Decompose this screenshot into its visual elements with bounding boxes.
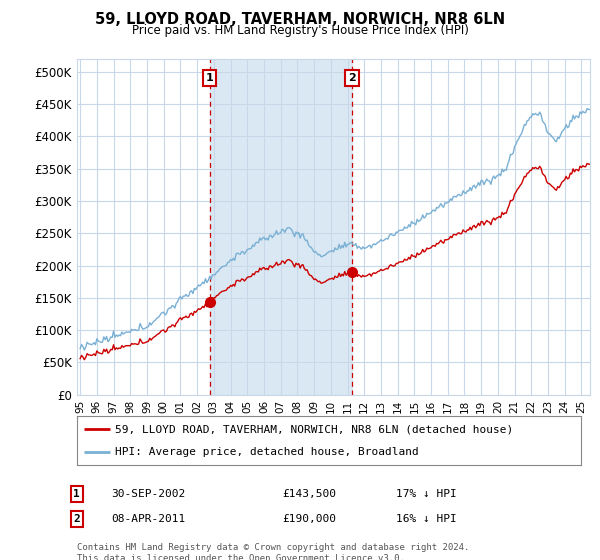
Bar bbox=[209, 59, 352, 395]
Text: 59, LLOYD ROAD, TAVERHAM, NORWICH, NR8 6LN: 59, LLOYD ROAD, TAVERHAM, NORWICH, NR8 6… bbox=[95, 12, 505, 27]
Text: £143,500: £143,500 bbox=[282, 489, 336, 499]
Text: 59, LLOYD ROAD, TAVERHAM, NORWICH, NR8 6LN (detached house): 59, LLOYD ROAD, TAVERHAM, NORWICH, NR8 6… bbox=[115, 424, 513, 435]
Text: Price paid vs. HM Land Registry's House Price Index (HPI): Price paid vs. HM Land Registry's House … bbox=[131, 24, 469, 37]
Text: HPI: Average price, detached house, Broadland: HPI: Average price, detached house, Broa… bbox=[115, 447, 418, 458]
Text: 1: 1 bbox=[73, 489, 80, 499]
Text: Contains HM Land Registry data © Crown copyright and database right 2024.
This d: Contains HM Land Registry data © Crown c… bbox=[77, 543, 469, 560]
Text: 16% ↓ HPI: 16% ↓ HPI bbox=[396, 514, 457, 524]
Text: 08-APR-2011: 08-APR-2011 bbox=[111, 514, 185, 524]
Text: £190,000: £190,000 bbox=[282, 514, 336, 524]
Text: 1: 1 bbox=[206, 73, 214, 83]
Text: 2: 2 bbox=[348, 73, 356, 83]
Text: 17% ↓ HPI: 17% ↓ HPI bbox=[396, 489, 457, 499]
Text: 2: 2 bbox=[73, 514, 80, 524]
Text: 30-SEP-2002: 30-SEP-2002 bbox=[111, 489, 185, 499]
